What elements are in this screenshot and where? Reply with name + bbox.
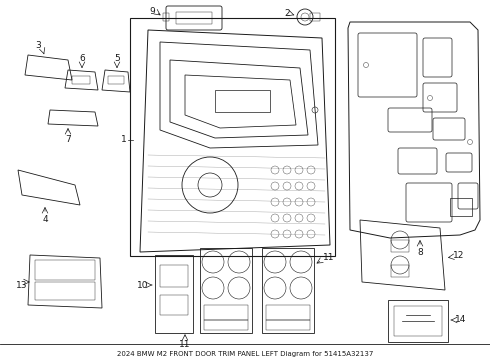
Bar xyxy=(310,13,320,21)
Bar xyxy=(391,240,409,252)
Bar xyxy=(200,248,252,333)
Bar xyxy=(262,248,314,333)
Text: 3: 3 xyxy=(35,41,41,50)
Bar xyxy=(163,13,169,21)
Bar xyxy=(176,12,212,24)
Text: 9: 9 xyxy=(149,8,155,17)
Bar xyxy=(266,305,310,320)
Text: 6: 6 xyxy=(79,54,85,63)
Text: 8: 8 xyxy=(417,248,423,257)
Bar xyxy=(35,260,95,280)
Bar xyxy=(394,306,442,336)
Text: 12: 12 xyxy=(453,251,465,260)
Bar xyxy=(160,295,188,315)
Bar xyxy=(35,282,95,300)
Text: 5: 5 xyxy=(114,54,120,63)
Bar xyxy=(204,320,248,330)
Bar xyxy=(391,265,409,277)
Bar xyxy=(266,320,310,330)
Bar xyxy=(160,265,188,287)
Bar xyxy=(108,76,124,84)
Text: 11: 11 xyxy=(323,253,335,262)
Bar xyxy=(204,305,248,320)
Text: 7: 7 xyxy=(65,135,71,144)
Bar xyxy=(388,300,448,342)
Text: 14: 14 xyxy=(455,315,466,324)
Bar xyxy=(130,18,335,256)
Text: 2024 BMW M2 FRONT DOOR TRIM PANEL LEFT Diagram for 51415A32137: 2024 BMW M2 FRONT DOOR TRIM PANEL LEFT D… xyxy=(117,351,373,357)
Bar xyxy=(155,255,193,333)
Text: 4: 4 xyxy=(42,215,48,224)
Bar xyxy=(72,76,90,84)
Text: 1: 1 xyxy=(121,135,127,144)
Bar xyxy=(450,198,472,216)
Text: 11: 11 xyxy=(179,340,191,349)
Text: 2: 2 xyxy=(284,9,290,18)
Text: 13: 13 xyxy=(16,280,27,289)
Text: 10: 10 xyxy=(137,280,148,289)
Bar xyxy=(215,90,270,112)
